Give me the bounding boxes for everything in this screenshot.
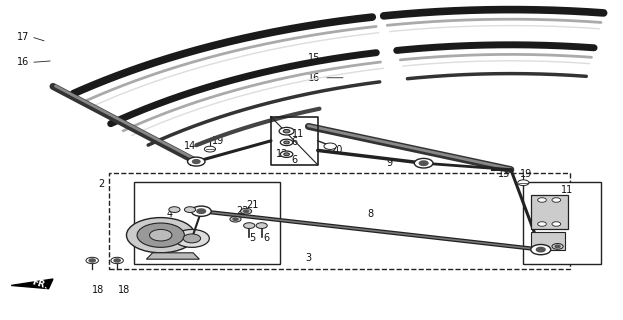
Text: 21: 21 [246,200,259,210]
Circle shape [114,259,120,262]
Text: 4: 4 [167,209,173,220]
FancyBboxPatch shape [531,195,568,229]
Circle shape [538,222,546,226]
Text: 14: 14 [184,140,196,151]
Circle shape [552,244,563,249]
Circle shape [555,245,560,248]
Circle shape [244,210,249,212]
Text: 18: 18 [92,284,105,295]
Circle shape [283,141,289,144]
Text: 6: 6 [292,137,298,148]
Text: 22: 22 [237,206,249,216]
Circle shape [233,218,238,220]
Circle shape [169,207,180,212]
Polygon shape [146,253,199,259]
Text: 6: 6 [263,233,269,244]
Circle shape [536,247,545,252]
Text: 16: 16 [308,73,321,84]
Circle shape [150,229,172,241]
Circle shape [86,257,98,264]
Text: 5: 5 [249,233,255,244]
Circle shape [137,223,184,247]
Text: 8: 8 [368,209,374,220]
Text: 20: 20 [330,145,343,156]
Text: 9: 9 [386,158,392,168]
Text: 6: 6 [292,155,298,165]
Text: 11: 11 [292,129,304,140]
Text: 10: 10 [545,214,558,224]
Text: 6: 6 [550,236,556,247]
Circle shape [256,223,267,228]
Circle shape [126,218,195,253]
Text: 18: 18 [118,284,131,295]
Text: 11: 11 [561,185,573,196]
Circle shape [280,139,293,146]
Circle shape [552,198,561,202]
Circle shape [518,180,529,186]
Circle shape [230,216,241,222]
Circle shape [197,209,206,213]
FancyBboxPatch shape [523,182,601,264]
FancyBboxPatch shape [531,232,565,250]
Text: 3: 3 [305,252,312,263]
Circle shape [419,161,428,165]
Text: 17: 17 [17,32,30,42]
Circle shape [204,146,216,152]
Circle shape [193,160,200,164]
Circle shape [414,158,433,168]
Text: 15: 15 [308,52,321,63]
Text: 19: 19 [520,169,533,180]
Circle shape [174,229,209,247]
Circle shape [283,130,290,133]
Circle shape [89,259,95,262]
Text: 2: 2 [98,179,105,189]
Polygon shape [11,279,53,289]
Circle shape [552,222,561,226]
Text: FR.: FR. [30,277,49,291]
Circle shape [240,208,252,214]
Text: 13: 13 [498,169,511,180]
Circle shape [538,198,546,202]
Circle shape [188,157,205,166]
Text: 16: 16 [17,57,30,68]
Circle shape [280,151,293,157]
FancyBboxPatch shape [134,182,280,264]
Circle shape [324,143,336,149]
Circle shape [183,234,201,243]
Text: 19: 19 [212,136,224,146]
Text: 12: 12 [276,148,288,159]
Circle shape [184,207,196,212]
Circle shape [531,244,551,255]
Circle shape [283,153,289,156]
Circle shape [191,206,211,216]
Circle shape [111,257,123,264]
Circle shape [279,127,294,135]
Circle shape [244,223,255,228]
Text: 7: 7 [187,158,193,168]
